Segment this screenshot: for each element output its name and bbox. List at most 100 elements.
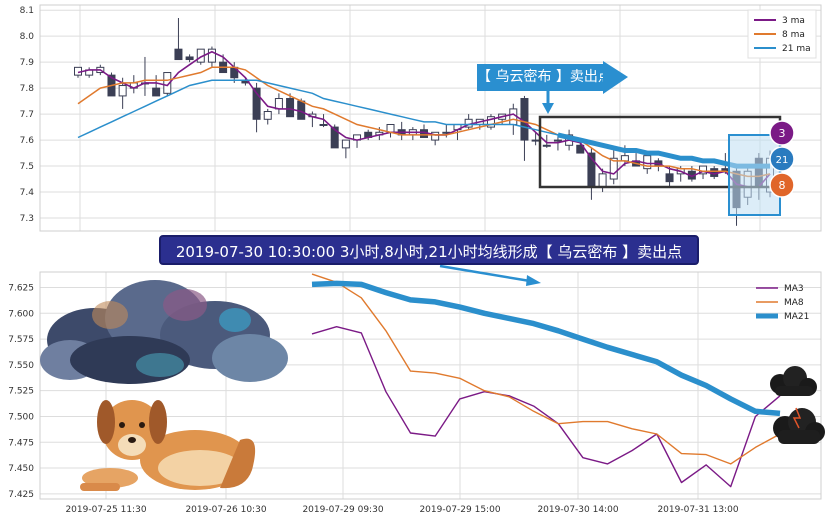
- top-y-tick-label: 7.7: [20, 110, 34, 120]
- bottom-ma-lines: [311, 273, 781, 488]
- bottom-y-tick-label: 7.525: [8, 387, 34, 397]
- candle-body: [665, 173, 674, 183]
- dark-cloud-icon-1: [770, 366, 817, 396]
- bottom-x-tick-label: 2019-07-26 10:30: [185, 505, 266, 515]
- bottom-y-tick-label: 7.425: [8, 490, 34, 500]
- badge-3: 3: [769, 120, 795, 146]
- candle-body: [152, 87, 161, 97]
- bottom-x-tick-label: 2019-07-25 11:30: [65, 505, 146, 515]
- bottom-plot-frame: [39, 271, 822, 500]
- candle-body: [486, 116, 495, 128]
- candle-body: [531, 139, 540, 142]
- candle: [397, 121, 406, 141]
- candle-body: [330, 126, 339, 149]
- top-y-tick-label: 7.5: [20, 162, 34, 172]
- bottom-y-tick-label: 7.500: [8, 412, 34, 422]
- bottom-y-tick-label: 7.475: [8, 438, 34, 448]
- candle-body: [431, 131, 440, 141]
- candle-body: [609, 157, 618, 180]
- bottom-x-ticks: 2019-07-25 11:30 2019-07-26 10:30 2019-07-…: [65, 505, 738, 515]
- candle: [252, 82, 261, 133]
- bottom-x-tick-label: 2019-07-29 09:30: [302, 505, 383, 515]
- candle-body: [207, 48, 216, 63]
- top-y-tick-label: 7.6: [20, 136, 35, 146]
- top-plot-frame: [39, 4, 822, 232]
- bottom-y-tick-label: 7.450: [8, 464, 34, 474]
- badge-21: 21: [769, 146, 795, 172]
- top-y-tick-label: 7.4: [20, 188, 35, 198]
- bottom-series-line-MA8: [311, 273, 781, 465]
- top-y-ticks: 7.3 7.4 7.5 7.6 7.7 7.8 7.9 8.0 8.1: [20, 6, 35, 224]
- candle: [319, 114, 328, 128]
- top-y-tick-label: 7.9: [20, 58, 35, 68]
- badge-21-label: 21: [776, 155, 789, 166]
- candle: [609, 150, 618, 185]
- pointer-arrow: [439, 264, 541, 286]
- legend-ma8: MA8: [784, 298, 804, 308]
- down-arrow: [542, 91, 554, 114]
- candle: [152, 75, 161, 97]
- candle: [341, 139, 350, 159]
- candle: [129, 75, 138, 94]
- bottom-y-tick-label: 7.575: [8, 335, 34, 345]
- candle: [263, 108, 272, 125]
- candle-body: [286, 98, 295, 118]
- candle: [330, 124, 339, 149]
- top-y-tick-label: 8.0: [20, 32, 35, 42]
- highlight-box: [728, 134, 781, 216]
- top-y-tick-label: 8.1: [20, 6, 34, 16]
- candle: [286, 93, 295, 118]
- dark-cloud-icon-2: [773, 407, 825, 444]
- candle-body: [553, 139, 562, 142]
- signal-banner: 2019-07-30 10:30:00 3小时,8小时,21小时均线形成【 乌云…: [159, 235, 699, 265]
- candle: [140, 56, 149, 96]
- candle: [174, 17, 183, 61]
- candle: [308, 111, 317, 128]
- bottom-series-line-MA21: [311, 280, 781, 417]
- candle: [542, 134, 551, 148]
- candle-body: [576, 144, 585, 154]
- candle: [163, 72, 172, 96]
- bottom-legend: MA3 MA8 MA21: [756, 284, 809, 322]
- bottom-y-tick-label: 7.600: [8, 309, 34, 319]
- candle-body: [319, 123, 328, 126]
- top-y-tick-label: 7.3: [20, 214, 34, 224]
- candle-body: [620, 155, 629, 162]
- bottom-series-line-MA3: [311, 326, 781, 488]
- legend-21ma: 21 ma: [782, 44, 811, 54]
- legend-3ma: 3 ma: [782, 16, 805, 26]
- candle-body: [274, 98, 283, 110]
- bottom-x-tick-label: 2019-07-30 14:00: [537, 505, 618, 515]
- candle: [464, 114, 473, 130]
- bottom-y-tick-label: 7.550: [8, 361, 34, 371]
- bottom-line-chart: 7.425 7.450 7.475 7.500 7.525 7.550 7.575 7.600…: [8, 271, 825, 515]
- candle: [486, 114, 495, 130]
- top-candlestick-chart: 7.3 7.4 7.5 7.6 7.7 7.8 7.9 8.0 8.1 3 21 8 3 ma …: [20, 4, 822, 232]
- top-series-line-8ma: [77, 66, 771, 178]
- top-y-tick-label: 7.8: [20, 84, 35, 94]
- candle-body: [163, 72, 172, 94]
- badge-3-label: 3: [779, 127, 786, 140]
- candle: [353, 134, 362, 148]
- sell-signal-arrow-label: 【 乌云密布 】卖出点: [477, 64, 612, 91]
- bottom-x-tick-label: 2019-07-29 15:00: [419, 505, 500, 515]
- candle-body: [118, 85, 127, 97]
- candle: [408, 127, 417, 141]
- bottom-y-ticks: 7.425 7.450 7.475 7.500 7.525 7.550 7.575 7.600…: [8, 283, 34, 499]
- candle: [85, 67, 94, 78]
- candle-body: [252, 87, 261, 120]
- candle-body: [263, 111, 272, 120]
- candle: [185, 54, 194, 63]
- candle-body: [341, 139, 350, 149]
- top-series-line-3ma: [77, 50, 771, 188]
- candle-body: [542, 144, 551, 147]
- legend-8ma: 8 ma: [782, 30, 805, 40]
- badge-8-label: 8: [779, 179, 786, 192]
- legend-ma3: MA3: [784, 284, 804, 294]
- storm-cloud-illustration: [40, 280, 288, 384]
- candle: [274, 93, 283, 115]
- legend-ma21: MA21: [784, 312, 809, 322]
- candle: [207, 46, 216, 68]
- bottom-y-tick-label: 7.625: [8, 283, 34, 293]
